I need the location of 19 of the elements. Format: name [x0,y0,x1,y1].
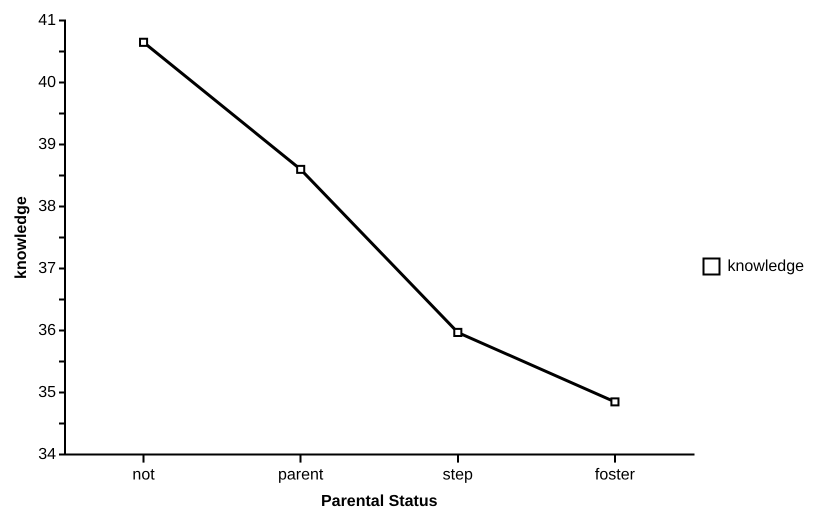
x-tick-label: parent [278,466,324,484]
x-axis-title: Parental Status [321,492,438,510]
y-axis-title: knowledge [13,196,30,279]
point [453,328,462,337]
y-tick-label: 35 [38,384,56,402]
y-tick-label: 36 [38,322,56,340]
point [139,38,148,47]
point [296,164,306,174]
y-tick-label: 41 [38,12,56,30]
y-tick-label: 39 [38,136,56,154]
point [610,397,620,406]
legend-label: knowledge [728,258,804,275]
x-tick-label: step [442,466,474,484]
x-tick-label: foster [594,466,636,484]
y-tick-label: 34 [38,446,56,464]
x-tick-label: not [132,466,156,484]
y-tick-label: 40 [38,74,56,92]
y-tick-label: 38 [38,198,56,216]
y-tick-label: 37 [38,260,56,278]
